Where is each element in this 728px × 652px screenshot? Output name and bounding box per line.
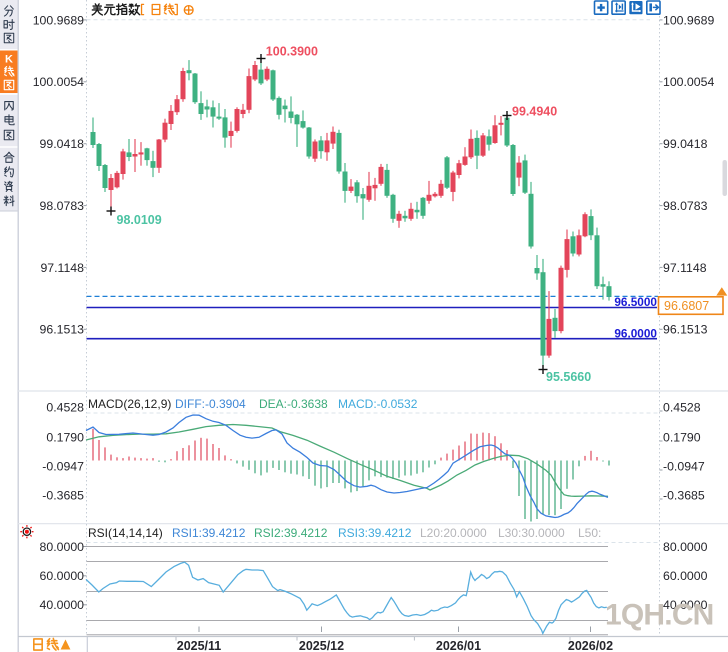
svg-text:0.4528: 0.4528 [46,400,84,414]
svg-text:99.0418: 99.0418 [663,137,708,151]
svg-text:2026/01: 2026/01 [436,639,481,652]
svg-text:100.9689: 100.9689 [663,13,714,27]
svg-text:96.5000: 96.5000 [614,295,657,309]
svg-text:96.0000: 96.0000 [614,327,657,341]
svg-text:DIFF:-0.3904: DIFF:-0.3904 [175,397,246,411]
svg-text:100.9689: 100.9689 [33,13,84,27]
svg-text:2026/02: 2026/02 [568,639,613,652]
svg-text:0.1790: 0.1790 [46,430,84,444]
svg-text:80.0000: 80.0000 [40,540,85,554]
svg-text:1QH.CN: 1QH.CN [605,599,714,632]
svg-text:L20:20.0000: L20:20.0000 [420,526,487,540]
svg-text:100.0054: 100.0054 [33,75,84,89]
svg-text:-0.0947: -0.0947 [42,459,84,473]
svg-text:80.0000: 80.0000 [663,540,708,554]
svg-text:DEA:-0.3638: DEA:-0.3638 [259,397,328,411]
svg-text:MACD:-0.0532: MACD:-0.0532 [338,397,418,411]
svg-text:-0.3685: -0.3685 [42,488,84,502]
svg-text:0.4528: 0.4528 [663,400,701,414]
svg-text:40.0000: 40.0000 [40,598,85,612]
svg-text:96.1513: 96.1513 [40,323,85,337]
svg-text:60.0000: 60.0000 [663,569,708,583]
svg-text:-0.0947: -0.0947 [663,459,705,473]
svg-text:96.1513: 96.1513 [663,323,708,337]
svg-text:98.0783: 98.0783 [40,199,85,213]
svg-text:97.1148: 97.1148 [40,261,84,275]
svg-text:MACD(26,12,9): MACD(26,12,9) [88,397,171,411]
svg-text:99.0418: 99.0418 [40,137,85,151]
svg-text:RSI2:39.4212: RSI2:39.4212 [254,526,328,540]
svg-text:98.0109: 98.0109 [117,213,162,227]
svg-text:97.1148: 97.1148 [663,261,707,275]
svg-text:99.4940: 99.4940 [512,105,557,119]
svg-text:RSI3:39.4212: RSI3:39.4212 [338,526,412,540]
svg-text:L50:: L50: [578,526,601,540]
svg-text:RSI(14,14,14): RSI(14,14,14) [88,526,163,540]
svg-text:0.1790: 0.1790 [663,430,701,444]
svg-text:98.0783: 98.0783 [663,199,708,213]
svg-text:96.6807: 96.6807 [664,299,709,313]
svg-text:L30:30.0000: L30:30.0000 [498,526,565,540]
svg-text:K: K [5,54,13,66]
svg-text:2025/11: 2025/11 [177,639,222,652]
svg-text:RSI1:39.4212: RSI1:39.4212 [172,526,246,540]
svg-text:100.3900: 100.3900 [266,44,318,58]
svg-text:95.5660: 95.5660 [546,370,591,384]
svg-text:40.0000: 40.0000 [663,598,708,612]
svg-text:60.0000: 60.0000 [40,569,85,583]
svg-text:2025/12: 2025/12 [299,639,344,652]
svg-text:100.0054: 100.0054 [663,75,714,89]
svg-text:-0.3685: -0.3685 [663,488,705,502]
